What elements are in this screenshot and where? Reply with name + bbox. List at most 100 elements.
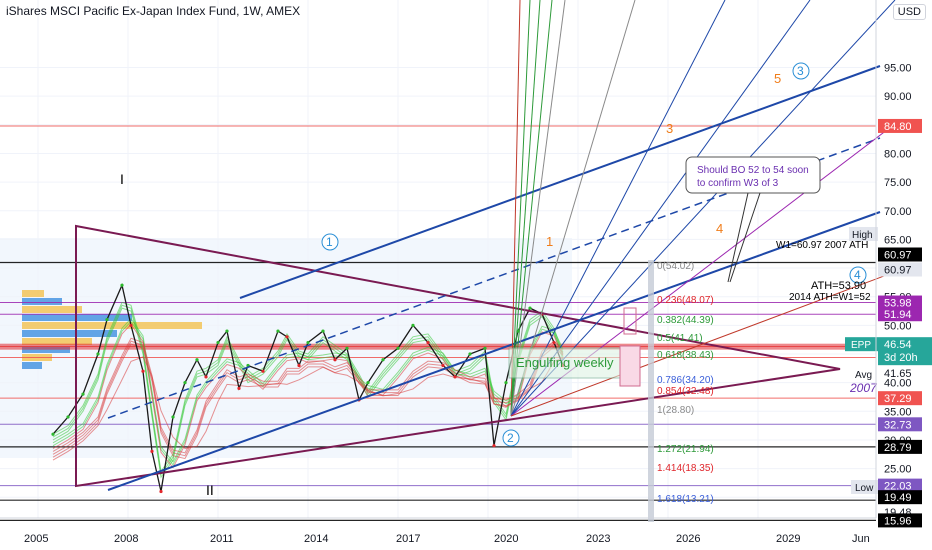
price-tag-label: 32.73	[884, 419, 912, 431]
wave-3-label: 3	[797, 64, 804, 78]
fib-level-label: 0.5(41.41)	[657, 333, 703, 344]
volume-profile-bar	[22, 338, 92, 345]
price-point	[237, 386, 241, 390]
wave-1-label: 1	[326, 235, 333, 249]
avg-axis-value: 41.65	[884, 368, 912, 380]
wave-2-label: 2	[507, 431, 514, 445]
x-tick-label: 2017	[396, 533, 420, 545]
fib-level-label: 1.618(13.21)	[657, 494, 714, 505]
x-tick-label: 2023	[586, 533, 610, 545]
volume-profile-bar	[22, 362, 42, 369]
wave-1-label-circle	[321, 233, 339, 251]
countdown-label: 3d 20h	[884, 352, 918, 364]
y-tick-label: 75.00	[884, 177, 912, 189]
price-tag-label: 15.96	[884, 515, 912, 527]
price-point	[81, 392, 85, 396]
price-point	[426, 340, 430, 345]
price-point	[411, 323, 415, 327]
chart-title: iShares MSCI Pacific Ex-Japan Index Fund…	[6, 4, 301, 18]
moving-average-ribbon	[52, 337, 564, 454]
symbol-tag-label: EPP	[851, 340, 871, 351]
y-tick-label: 35.00	[884, 406, 912, 418]
fib-fan-line[interactable]	[510, 0, 726, 417]
wave-4-label: 4	[854, 268, 861, 282]
price-point	[396, 346, 400, 350]
mid-channel-line[interactable]	[107, 137, 881, 419]
price-point	[51, 432, 55, 436]
price-point	[150, 449, 154, 454]
avg-label-bg	[849, 367, 878, 381]
price-tag-bg	[878, 391, 922, 406]
fib-level-label: 0.236(48.07)	[657, 295, 714, 306]
price-tag-label: 22.03	[884, 481, 912, 493]
volume-profile-bar	[22, 298, 62, 305]
roman-wave-1-label: I	[120, 171, 124, 187]
price-point	[195, 358, 199, 362]
price-point	[468, 352, 472, 356]
callout-box[interactable]	[685, 156, 821, 194]
x-tick-label: 2020	[494, 533, 518, 545]
fib-fan-line[interactable]	[510, 0, 811, 417]
price-point	[441, 363, 445, 368]
low-label-bg	[851, 480, 878, 494]
price-point	[345, 346, 349, 350]
x-tick-label: 2008	[114, 533, 138, 545]
fib-level-label: 1(28.80)	[657, 405, 694, 416]
symbol-tag-bg	[845, 337, 878, 352]
price-point	[528, 306, 532, 310]
fib-fan-line[interactable]	[510, 0, 896, 417]
lower-channel-line[interactable]	[107, 211, 881, 491]
x-tick-label: 2026	[676, 533, 700, 545]
price-point	[333, 358, 337, 362]
fib-fan-line[interactable]	[510, 0, 521, 417]
fib-fan-line[interactable]	[510, 0, 531, 417]
price-tag-bg	[878, 247, 922, 262]
engulfing-candle-box	[619, 345, 641, 387]
fib-level-label: 1.414(18.35)	[657, 463, 714, 474]
price-point	[204, 375, 208, 379]
price-point	[171, 415, 175, 419]
fib-fan-line[interactable]	[510, 0, 553, 417]
wave-3-label-circle	[792, 62, 810, 80]
price-point	[261, 369, 265, 373]
fib-fan-line[interactable]	[510, 0, 541, 417]
fib-fan-line[interactable]	[510, 269, 901, 417]
price-point	[285, 335, 289, 339]
engulfing-box[interactable]	[508, 347, 634, 379]
high-label: High	[852, 230, 873, 241]
fib-level-label: 0.382(44.39)	[657, 315, 714, 326]
price-point	[483, 346, 487, 350]
price-point	[453, 375, 457, 379]
fib-extension-bar	[648, 260, 654, 522]
roman-wave-2-label: II	[206, 482, 214, 498]
fib-fan-line[interactable]	[510, 0, 566, 417]
subwave-5-label: 5	[774, 71, 781, 86]
moving-average-ribbon	[52, 356, 564, 461]
year-2007-label: 2007	[849, 381, 878, 395]
ath-note-1: W1=60.97 2007 ATH	[776, 240, 868, 251]
avg-label: Avg	[855, 370, 872, 381]
price-point	[504, 381, 508, 385]
fib-fan-line[interactable]	[510, 0, 636, 417]
triangle-pattern[interactable]	[75, 224, 841, 488]
price-point	[105, 318, 109, 322]
fib-level-label: 0.618(38.43)	[657, 350, 714, 361]
price-point	[381, 358, 385, 362]
volume-profile-bar	[22, 290, 44, 297]
y-tick-label: 70.00	[884, 206, 912, 218]
volume-profile-bar	[22, 306, 82, 313]
price-point	[276, 329, 280, 333]
volume-profile-bar	[22, 330, 117, 337]
current-price-tag-bg	[878, 337, 932, 366]
y-tick-label: 25.00	[884, 464, 912, 476]
callout-arrow	[727, 192, 761, 283]
price-point	[225, 329, 229, 333]
subwave-1-label: 1	[546, 234, 553, 249]
currency-badge[interactable]: USD	[892, 4, 926, 20]
upper-channel-line[interactable]	[239, 65, 881, 299]
price-point	[492, 444, 496, 448]
price-tag-bg	[878, 513, 922, 528]
y-tick-label: 80.00	[884, 148, 912, 160]
y-tick-label: 50.00	[884, 320, 912, 332]
